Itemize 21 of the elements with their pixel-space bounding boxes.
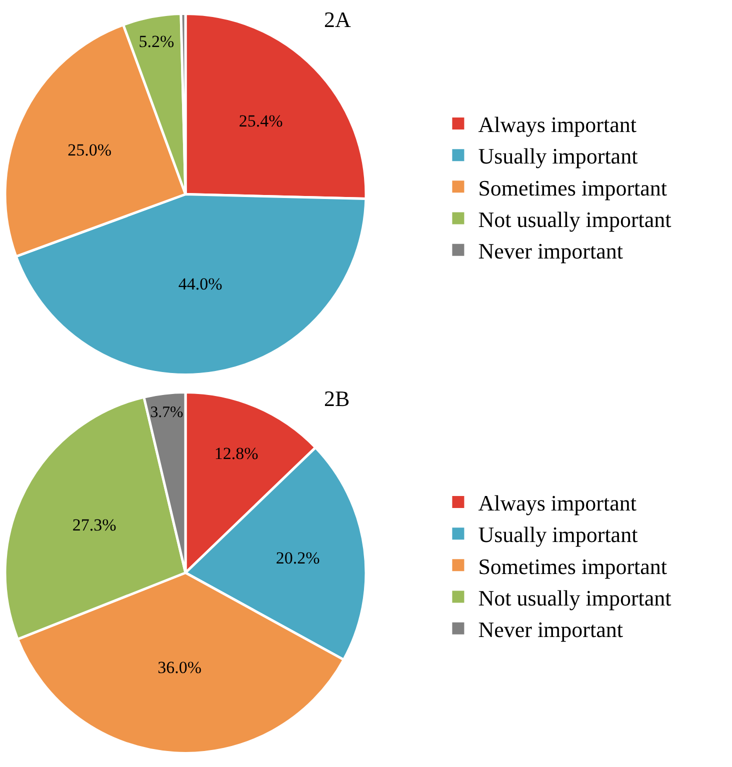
- chart-title: 2B: [324, 386, 350, 411]
- legend-label: Sometimes important: [478, 175, 668, 200]
- legend-label: Sometimes important: [478, 554, 668, 579]
- data-label: 5.2%: [138, 32, 174, 52]
- data-label: 20.2%: [276, 548, 320, 568]
- data-label: 25.4%: [238, 111, 283, 130]
- data-label: 44.0%: [178, 274, 222, 294]
- chart-title: 2A: [324, 7, 351, 32]
- legend-label: Usually important: [478, 522, 638, 548]
- data-label: 25.0%: [68, 140, 112, 160]
- legend-label: Always important: [478, 112, 636, 138]
- data-label: 12.8%: [214, 444, 258, 463]
- legend-label: Always important: [478, 490, 636, 516]
- data-label: 3.7%: [150, 404, 184, 422]
- data-label: 36.0%: [158, 658, 202, 677]
- legend-label: Not usually important: [478, 206, 672, 232]
- legend-label: Not usually important: [478, 585, 672, 610]
- legend-label: Usually important: [478, 144, 638, 169]
- legend-label: Never important: [478, 616, 623, 642]
- data-label: 27.3%: [72, 516, 116, 535]
- legend-label: Never important: [478, 238, 623, 264]
